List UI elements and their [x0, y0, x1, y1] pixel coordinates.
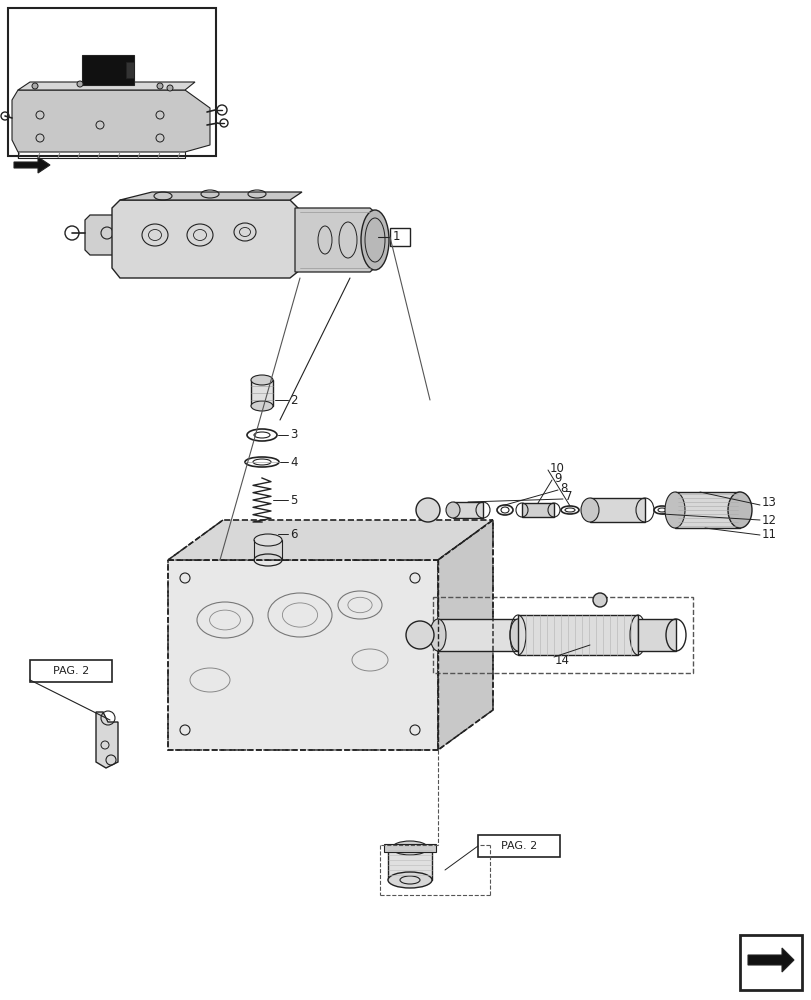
Bar	[8, 8, 216, 156]
Circle shape	[167, 85, 173, 91]
Ellipse shape	[727, 492, 751, 528]
Text: PAG. 2: PAG. 2	[500, 841, 536, 851]
Bar	[126, 62, 134, 78]
Ellipse shape	[251, 401, 272, 411]
Bar	[478, 835, 560, 857]
Bar	[453, 502, 483, 518]
Text: 11: 11	[761, 528, 776, 542]
Text: 1: 1	[392, 231, 399, 243]
Circle shape	[406, 621, 433, 649]
Circle shape	[157, 83, 163, 89]
Polygon shape	[437, 520, 492, 750]
Ellipse shape	[361, 210, 388, 270]
Text: 6: 6	[290, 528, 297, 542]
Bar	[437, 619, 517, 651]
Bar	[739, 935, 801, 990]
Circle shape	[32, 83, 38, 89]
Bar	[517, 615, 637, 655]
Bar	[674, 492, 739, 528]
Bar	[637, 619, 676, 651]
Text: 2: 2	[290, 393, 297, 406]
Text: 13: 13	[761, 496, 776, 510]
Text: 3: 3	[290, 428, 297, 442]
Ellipse shape	[251, 375, 272, 385]
Polygon shape	[18, 82, 195, 90]
Text: PAG. 2: PAG. 2	[53, 666, 89, 676]
Text: 10: 10	[549, 462, 564, 475]
Bar	[30, 660, 112, 682]
Polygon shape	[120, 192, 302, 200]
Bar	[432, 597, 692, 673]
Ellipse shape	[445, 502, 460, 518]
Ellipse shape	[509, 619, 526, 651]
Ellipse shape	[392, 841, 427, 855]
Ellipse shape	[254, 534, 281, 546]
Polygon shape	[96, 712, 118, 768]
Bar	[388, 848, 431, 880]
Polygon shape	[168, 520, 492, 560]
Bar	[82, 55, 134, 85]
Bar	[168, 560, 437, 750]
Ellipse shape	[388, 872, 431, 888]
Polygon shape	[294, 208, 378, 272]
Text: 14: 14	[554, 654, 569, 666]
Polygon shape	[12, 90, 210, 152]
Text: 12: 12	[761, 514, 776, 526]
Circle shape	[77, 81, 83, 87]
Polygon shape	[14, 157, 50, 173]
Bar	[384, 844, 436, 852]
Bar	[389, 228, 410, 246]
Bar	[590, 498, 644, 522]
Bar	[251, 380, 272, 406]
Text: 7: 7	[564, 490, 572, 504]
Text: 4: 4	[290, 456, 297, 468]
Ellipse shape	[664, 492, 684, 528]
Circle shape	[415, 498, 440, 522]
Text: 5: 5	[290, 493, 297, 506]
Ellipse shape	[581, 498, 599, 522]
Circle shape	[592, 593, 607, 607]
Polygon shape	[112, 200, 299, 278]
Ellipse shape	[430, 619, 445, 651]
Text: 9: 9	[553, 472, 561, 485]
Polygon shape	[85, 215, 125, 255]
Polygon shape	[247, 524, 277, 540]
Polygon shape	[747, 948, 793, 972]
Text: 8: 8	[560, 482, 567, 494]
Bar	[521, 503, 553, 517]
